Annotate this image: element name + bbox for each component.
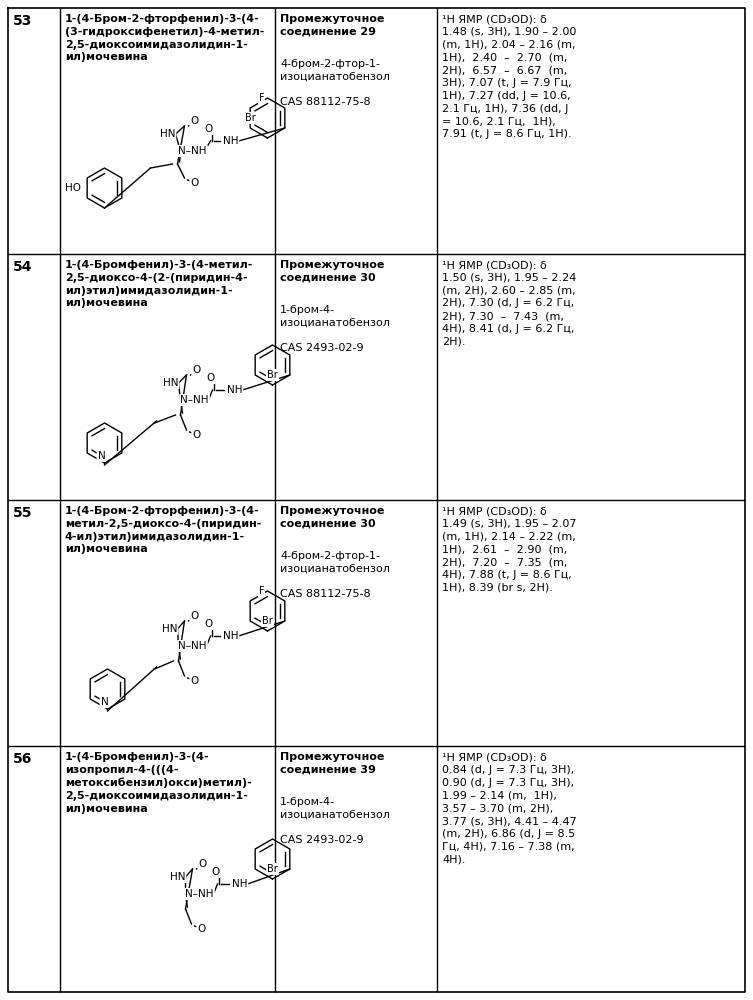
Text: Br: Br <box>267 370 278 380</box>
Text: Br: Br <box>267 864 278 874</box>
Text: N–NH: N–NH <box>178 641 207 651</box>
Text: N: N <box>101 697 108 707</box>
Text: 53: 53 <box>13 14 32 28</box>
Text: N–NH: N–NH <box>178 146 207 156</box>
Text: NH: NH <box>223 631 238 641</box>
Text: Br: Br <box>245 113 255 123</box>
Text: F: F <box>259 93 264 103</box>
Text: O: O <box>191 611 199 621</box>
Text: Промежуточное
соединение 30: Промежуточное соединение 30 <box>280 506 384 529</box>
Text: 55: 55 <box>13 506 32 520</box>
Text: 1-(4-Бромфенил)-3-(4-
изопропил-4-(((4-
метоксибензил)окси)метил)-
2,5-диоксоими: 1-(4-Бромфенил)-3-(4- изопропил-4-(((4- … <box>65 752 252 814</box>
Text: Br: Br <box>262 616 273 626</box>
Text: O: O <box>204 124 212 134</box>
Text: N–NH: N–NH <box>180 395 209 405</box>
Text: HN: HN <box>160 129 175 139</box>
Text: Промежуточное
соединение 39: Промежуточное соединение 39 <box>280 752 384 775</box>
Text: 4-бром-2-фтор-1-
изоцианатобензол

CAS 88112-75-8: 4-бром-2-фтор-1- изоцианатобензол CAS 88… <box>280 538 390 599</box>
Text: O: O <box>212 867 220 877</box>
Text: O: O <box>192 430 200 440</box>
Text: HO: HO <box>66 183 81 193</box>
Text: 1-бром-4-
изоцианатобензол

CAS 2493-02-9: 1-бром-4- изоцианатобензол CAS 2493-02-9 <box>280 292 390 353</box>
Text: ¹H ЯМР (CD₃OD): δ
1.48 (s, 3H), 1.90 – 2.00
(m, 1H), 2.04 – 2.16 (m,
1H),  2.40 : ¹H ЯМР (CD₃OD): δ 1.48 (s, 3H), 1.90 – 2… <box>442 14 576 139</box>
Text: 1-(4-Бром-2-фторфенил)-3-(4-
(3-гидроксифенетил)-4-метил-
2,5-диоксоимидазолидин: 1-(4-Бром-2-фторфенил)-3-(4- (3-гидрокси… <box>65 14 264 62</box>
Text: HN: HN <box>163 378 178 388</box>
Text: 1-(4-Бромфенил)-3-(4-метил-
2,5-диоксо-4-(2-(пиридин-4-
ил)этил)имидазолидин-1-
: 1-(4-Бромфенил)-3-(4-метил- 2,5-диоксо-4… <box>65 260 253 308</box>
Text: 4-бром-2-фтор-1-
изоцианатобензол

CAS 88112-75-8: 4-бром-2-фтор-1- изоцианатобензол CAS 88… <box>280 46 390 107</box>
Text: F: F <box>259 586 264 596</box>
Text: Промежуточное
соединение 30: Промежуточное соединение 30 <box>280 260 384 283</box>
Text: ¹H ЯМР (CD₃OD): δ
1.49 (s, 3H), 1.95 – 2.07
(m, 1H), 2.14 – 2.22 (m,
1H),  2.61 : ¹H ЯМР (CD₃OD): δ 1.49 (s, 3H), 1.95 – 2… <box>442 506 577 593</box>
Text: 1-(4-Бром-2-фторфенил)-3-(4-
метил-2,5-диоксо-4-(пиридин-
4-ил)этил)имидазолидин: 1-(4-Бром-2-фторфенил)-3-(4- метил-2,5-д… <box>65 506 261 554</box>
Text: O: O <box>192 365 200 375</box>
Text: O: O <box>191 116 199 126</box>
Text: O: O <box>197 924 206 934</box>
Text: O: O <box>198 859 206 869</box>
Text: Промежуточное
соединение 29: Промежуточное соединение 29 <box>280 14 384 37</box>
Text: NH: NH <box>227 385 242 395</box>
Text: 1-бром-4-
изоцианатобензол

CAS 2493-02-9: 1-бром-4- изоцианатобензол CAS 2493-02-9 <box>280 784 390 845</box>
Text: O: O <box>206 373 215 383</box>
Text: HN: HN <box>162 624 177 634</box>
Text: NH: NH <box>223 136 238 146</box>
Text: O: O <box>204 619 212 629</box>
Text: ¹H ЯМР (CD₃OD): δ
0.84 (d, J = 7.3 Гц, 3H),
0.90 (d, J = 7.3 Гц, 3H),
1.99 – 2.1: ¹H ЯМР (CD₃OD): δ 0.84 (d, J = 7.3 Гц, 3… <box>442 752 577 864</box>
Text: NH: NH <box>232 879 247 889</box>
Text: 56: 56 <box>13 752 32 766</box>
Text: O: O <box>191 676 199 686</box>
Text: N–NH: N–NH <box>185 889 214 899</box>
Text: 54: 54 <box>13 260 32 274</box>
Text: ¹H ЯМР (CD₃OD): δ
1.50 (s, 3H), 1.95 – 2.24
(m, 2H), 2.60 – 2.85 (m,
2H), 7.30 (: ¹H ЯМР (CD₃OD): δ 1.50 (s, 3H), 1.95 – 2… <box>442 260 576 347</box>
Text: O: O <box>191 178 199 188</box>
Text: HN: HN <box>169 872 185 882</box>
Text: N: N <box>98 451 105 461</box>
